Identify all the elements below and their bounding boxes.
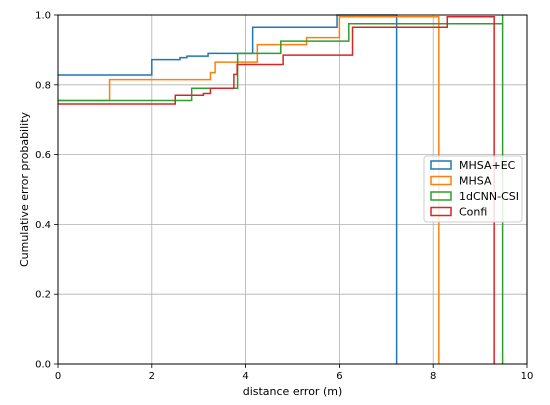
x-tick-labels: 0 2 4 6 8 10 <box>55 371 534 382</box>
axes-frame <box>57 14 528 365</box>
series-line-mhsa-ec <box>58 14 398 364</box>
tick-marks <box>54 14 528 368</box>
series-line-mhsa <box>58 15 440 364</box>
legend-label: MHSA <box>459 175 492 188</box>
x-tick-label: 4 <box>242 371 248 382</box>
legend-label: Confi <box>459 206 487 219</box>
y-tick-label: 1.0 <box>35 11 51 22</box>
y-tick-label: 0.4 <box>35 220 51 231</box>
series-lines <box>58 14 504 364</box>
y-tick-label: 0.0 <box>35 360 51 371</box>
x-tick-label: 8 <box>430 371 436 382</box>
legend-swatch <box>430 175 452 186</box>
x-tick-label: 0 <box>55 371 61 382</box>
y-tick-label: 0.6 <box>35 150 51 161</box>
y-tick-label: 0.8 <box>35 80 51 91</box>
legend-swatch <box>430 191 452 201</box>
legend-label: 1dCNN-CSI <box>459 190 519 203</box>
y-axis-label: Cumulative error probability <box>18 111 31 267</box>
series-line-confi <box>58 15 495 364</box>
legend-swatch <box>430 160 452 170</box>
x-tick-label: 2 <box>149 371 155 382</box>
x-tick-label: 6 <box>336 371 342 382</box>
x-axis-label: distance error (m) <box>243 385 343 398</box>
legend-swatch <box>430 206 452 217</box>
y-tick-labels: 0.0 0.2 0.4 0.6 0.8 1.0 <box>35 11 51 371</box>
legend-label: MHSA+EC <box>459 159 516 172</box>
series-line-1dcnn-csi <box>58 15 504 364</box>
x-tick-label: 10 <box>521 371 534 382</box>
y-tick-label: 0.2 <box>35 290 51 301</box>
legend-box <box>423 155 523 223</box>
legend: MHSA+EC MHSA 1dCNN-CSI Confi <box>423 155 523 223</box>
